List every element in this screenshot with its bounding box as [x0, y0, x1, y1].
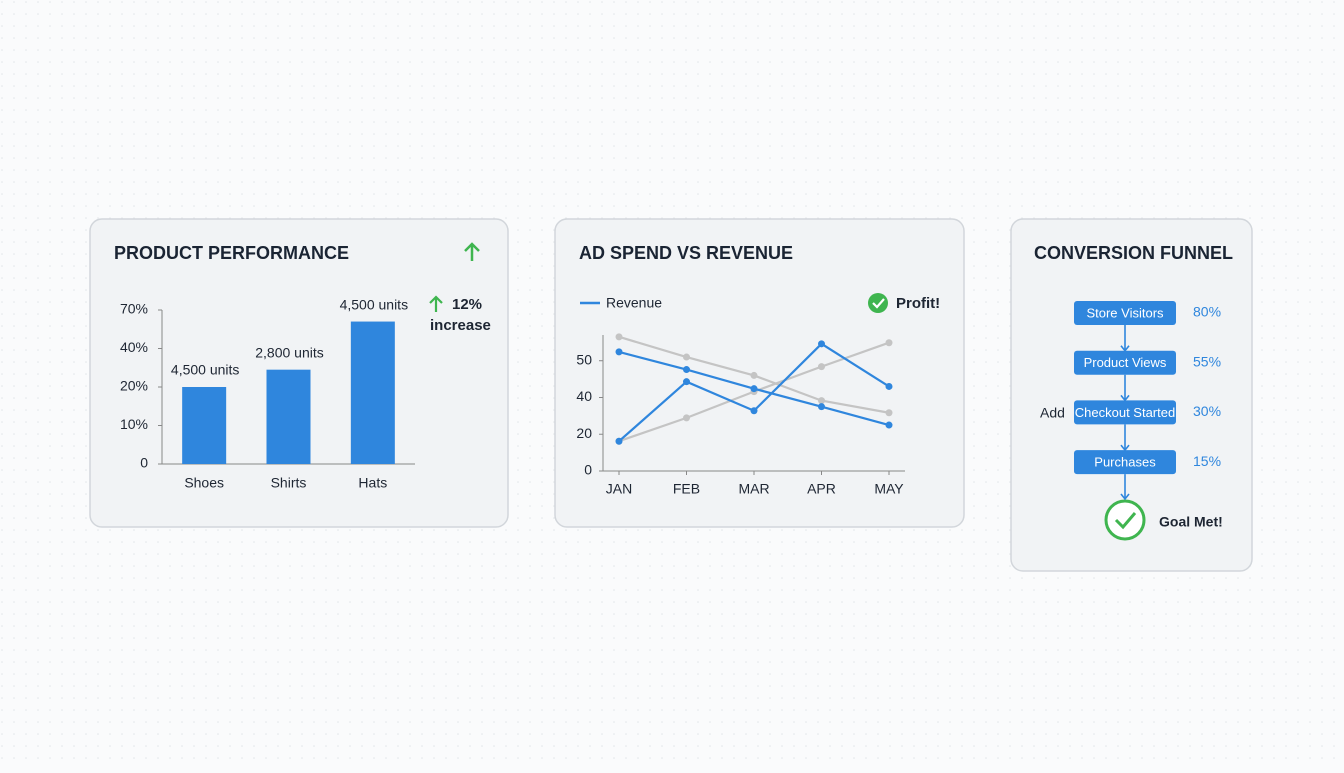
point — [750, 407, 758, 415]
legend-label: Revenue — [606, 295, 662, 311]
trend-icon — [464, 242, 480, 261]
x-tick-label: MAY — [874, 481, 904, 497]
card — [554, 218, 965, 528]
x-tick-label: JAN — [606, 481, 632, 497]
y-tick-label: 0 — [140, 455, 148, 471]
bar — [182, 387, 227, 464]
bar-label: 4,500 units — [340, 296, 409, 312]
point — [750, 385, 758, 393]
annotation: Profit! — [896, 295, 940, 312]
point — [615, 333, 623, 341]
y-tick-label: 0 — [584, 462, 592, 478]
point — [750, 371, 758, 379]
bar-label: 4,500 units — [171, 362, 240, 378]
annotation: 12% increase — [430, 296, 491, 334]
annotation-box: 12% increase — [430, 296, 491, 334]
bar — [266, 369, 311, 464]
point — [818, 403, 825, 411]
point — [818, 340, 825, 348]
point — [683, 414, 690, 422]
goal-icon — [1104, 499, 1146, 541]
chart-title: CONVERSION FUNNEL — [1034, 243, 1233, 263]
bar-label: 2,800 units — [255, 344, 324, 360]
funnel-step — [1074, 400, 1176, 425]
y-tick-label: 20 — [576, 425, 592, 441]
card — [1010, 218, 1253, 572]
x-tick-label: MAR — [738, 481, 769, 497]
y-tick-label: 40 — [576, 388, 592, 404]
point — [615, 348, 623, 356]
funnel-label: Product Views — [1084, 355, 1167, 370]
point — [683, 353, 690, 361]
chart-title: AD SPEND VS REVENUE — [579, 243, 793, 263]
funnel-value: 15% — [1193, 453, 1221, 469]
y-tick-label: 70% — [120, 301, 148, 317]
check-icon — [868, 293, 888, 313]
point — [683, 366, 690, 374]
point — [818, 363, 825, 371]
y-tick-label: 10% — [120, 416, 148, 432]
funnel-label: Checkout Started — [1075, 405, 1175, 420]
point — [885, 382, 893, 390]
chart-title: PRODUCT PERFORMANCE — [114, 243, 349, 263]
funnel-step — [1074, 450, 1176, 475]
x-tick-label: Hats — [358, 475, 387, 491]
x-tick-label: APR — [807, 481, 836, 497]
point — [683, 378, 690, 386]
side-label: Add — [1040, 405, 1065, 421]
funnel-value: 80% — [1193, 304, 1221, 320]
increase-icon — [429, 295, 443, 312]
y-tick-label: 50 — [576, 351, 592, 367]
point — [615, 437, 623, 445]
annotation: Goal Met! — [1159, 514, 1223, 530]
funnel-label: Purchases — [1094, 455, 1156, 470]
funnel-arrow — [1120, 474, 1130, 501]
check-icon — [872, 298, 885, 309]
point — [885, 421, 893, 429]
y-tick-label: 20% — [120, 378, 148, 394]
funnel-label: Store Visitors — [1086, 305, 1164, 320]
funnel-step — [1074, 301, 1176, 325]
bar — [350, 321, 395, 464]
x-tick-label: Shirts — [271, 475, 307, 491]
funnel-value: 30% — [1193, 403, 1221, 419]
point — [885, 339, 893, 347]
y-tick-label: 40% — [120, 339, 148, 355]
point — [885, 409, 893, 417]
funnel-step — [1074, 350, 1176, 375]
goal-icon — [1114, 512, 1137, 530]
x-tick-label: FEB — [673, 481, 700, 497]
x-tick-label: Shoes — [184, 475, 224, 491]
funnel-value: 55% — [1193, 353, 1221, 369]
point — [818, 397, 825, 405]
